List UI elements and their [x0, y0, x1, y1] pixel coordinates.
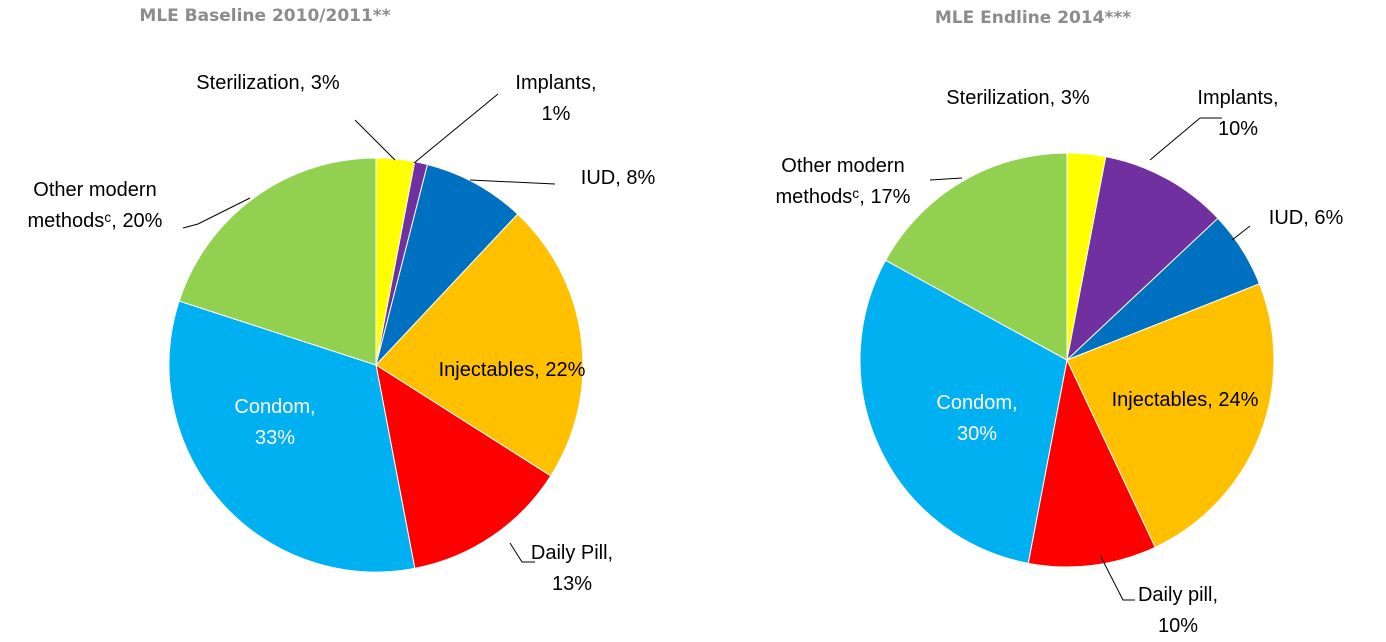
- slice-label: Daily pill, 10%: [1123, 580, 1233, 642]
- slice-label: Implants, 10%: [1188, 83, 1288, 145]
- pie-slice: [884, 152, 1068, 361]
- slice-value-label: 3%: [310, 72, 340, 94]
- slice-category: Daily pill,: [1137, 584, 1219, 606]
- chart-title: MLE Baseline 2010/2011**: [139, 6, 391, 26]
- slice-value-label: 13%: [551, 573, 593, 595]
- slice-label: Other modern methodsᶜ, 20%: [10, 175, 180, 237]
- slice-category: Injectables,: [1111, 389, 1213, 411]
- slice-label: Injectables, 22%: [437, 355, 587, 386]
- slice-category: Implants,: [1197, 87, 1279, 109]
- leader-line: [182, 197, 251, 229]
- chart-title: MLE Endline 2014***: [934, 8, 1132, 28]
- slice-category: Sterilization,: [946, 87, 1056, 109]
- slice-category: Implants,: [515, 72, 597, 94]
- slice-category: Other modern methodsᶜ,: [27, 179, 157, 232]
- slice-category: IUD,: [1268, 207, 1309, 229]
- slice-value-label: 10%: [1157, 615, 1199, 637]
- slice-category: Condom,: [234, 396, 316, 418]
- slice-label: Sterilization, 3%: [188, 68, 348, 99]
- pie-slice: [168, 300, 416, 573]
- slice-value-label: 17%: [870, 186, 911, 208]
- slice-label: IUD, 6%: [1246, 203, 1366, 234]
- slice-value-label: 33%: [254, 427, 296, 449]
- leader-line: [509, 542, 535, 563]
- leader-line: [469, 179, 556, 185]
- pie-slice: [1066, 283, 1275, 548]
- pie-slice: [1027, 358, 1156, 568]
- pie-slice: [859, 259, 1068, 564]
- slice-label: Condom, 33%: [215, 392, 335, 454]
- pie-slice: [375, 163, 519, 366]
- leader-line: [354, 119, 396, 161]
- pie-slice: [178, 157, 377, 366]
- slice-category: IUD,: [580, 167, 621, 189]
- leader-line: [929, 177, 963, 181]
- slice-value-label: 20%: [122, 210, 163, 232]
- pie-slice: [1066, 156, 1219, 362]
- slice-value-label: 22%: [545, 359, 586, 381]
- pie-slice: [375, 363, 552, 569]
- slice-value-label: 24%: [1218, 389, 1259, 411]
- leader-line: [413, 93, 499, 164]
- slice-category: Other modern methodsᶜ,: [775, 155, 905, 208]
- slice-value-label: 6%: [1314, 207, 1344, 229]
- leader-line: [1149, 117, 1222, 161]
- slice-value-label: 10%: [1217, 118, 1259, 140]
- leader-line: [1231, 225, 1251, 241]
- slice-label: Sterilization, 3%: [898, 83, 1138, 114]
- slice-label: Injectables, 24%: [1110, 385, 1260, 416]
- slice-value-label: 8%: [626, 167, 656, 189]
- slice-value-label: 1%: [541, 103, 571, 125]
- slice-category: Sterilization,: [196, 72, 306, 94]
- slice-label: IUD, 8%: [553, 163, 683, 194]
- slice-category: Injectables,: [438, 359, 540, 381]
- leader-line: [1099, 554, 1135, 601]
- pie-slice: [375, 213, 584, 477]
- slice-value-label: 3%: [1060, 87, 1090, 109]
- slice-label: Condom, 30%: [917, 388, 1037, 450]
- slice-label: Daily Pill, 13%: [517, 538, 627, 600]
- slice-category: Daily Pill,: [530, 542, 614, 564]
- slice-category: Condom,: [936, 392, 1018, 414]
- slice-label: Other modern methodsᶜ, 17%: [763, 151, 923, 213]
- slice-value-label: 30%: [956, 423, 998, 445]
- slice-label: Implants, 1%: [506, 68, 606, 130]
